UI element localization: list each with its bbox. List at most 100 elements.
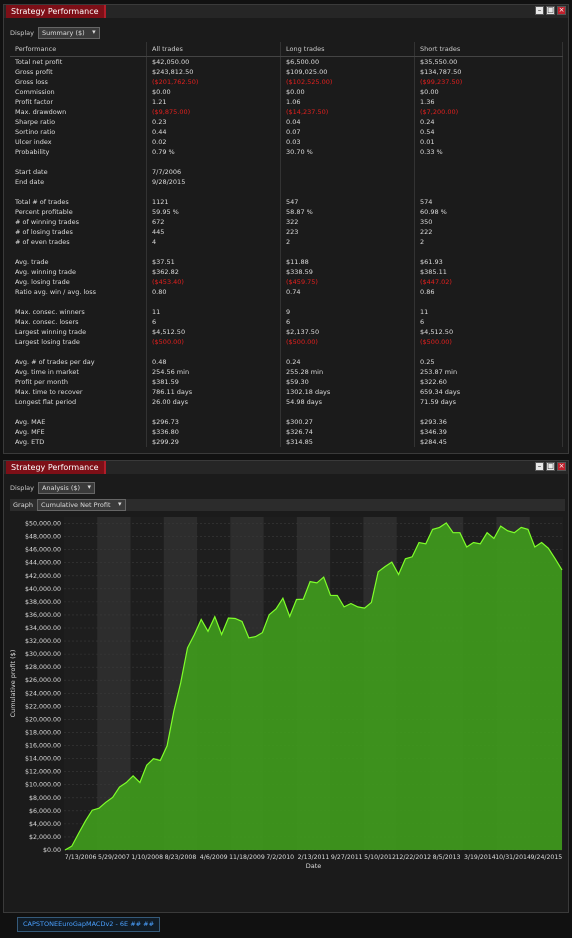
table-spacer-row — [10, 297, 563, 307]
all-trades-value: 4 — [146, 237, 281, 247]
long-trades-value: 54.98 days — [280, 397, 415, 407]
y-tick-label: $24,000.00 — [25, 690, 61, 697]
panel-title[interactable]: Strategy Performance — [6, 461, 106, 474]
table-spacer-cell — [146, 407, 281, 417]
x-tick-label: 12/22/2012 — [395, 854, 431, 861]
long-trades-value: 30.70 % — [280, 147, 415, 157]
table-spacer-row — [10, 187, 563, 197]
short-trades-value: 71.59 days — [414, 397, 563, 407]
y-tick-label: $40,000.00 — [25, 586, 61, 593]
metric-label: Ulcer index — [10, 137, 147, 147]
short-trades-value: $0.00 — [414, 87, 563, 97]
metric-label: Avg. losing trade — [10, 277, 147, 287]
metric-label: Sortino ratio — [10, 127, 147, 137]
short-trades-value: 0.01 — [414, 137, 563, 147]
table-row: End date 9/28/2015 — [10, 177, 563, 187]
table-row: Total # of trades 1121 547 574 — [10, 197, 563, 207]
table-row: Ulcer index 0.02 0.03 0.01 — [10, 137, 563, 147]
table-spacer-cell — [10, 347, 147, 357]
short-trades-value — [414, 167, 563, 177]
metric-label: Avg. time in market — [10, 367, 147, 377]
graph-select[interactable]: Cumulative Net Profit — [36, 499, 126, 511]
metric-label: # of losing trades — [10, 227, 147, 237]
long-trades-value: ($500.00) — [280, 337, 415, 347]
maximize-icon[interactable]: □ — [546, 462, 555, 471]
x-tick-label: 7/13/2006 — [65, 854, 97, 861]
all-trades-value: 254.56 min — [146, 367, 281, 377]
long-trades-value: $314.85 — [280, 437, 415, 447]
panel-title[interactable]: Strategy Performance — [6, 5, 106, 18]
all-trades-value: 0.48 — [146, 357, 281, 367]
all-trades-value: 672 — [146, 217, 281, 227]
display-select[interactable]: Analysis ($) — [37, 482, 96, 494]
metric-label: Avg. winning trade — [10, 267, 147, 277]
metric-label: Probability — [10, 147, 147, 157]
y-tick-label: $10,000.00 — [25, 782, 61, 789]
long-trades-value: 0.07 — [280, 127, 415, 137]
long-trades-value: 0.24 — [280, 357, 415, 367]
long-trades-value: 255.28 min — [280, 367, 415, 377]
long-trades-value: 223 — [280, 227, 415, 237]
x-tick-label: 4/6/2009 — [200, 854, 228, 861]
short-trades-value: 0.86 — [414, 287, 563, 297]
short-trades-value: ($447.02) — [414, 277, 563, 287]
y-tick-label: $18,000.00 — [25, 729, 61, 736]
table-row: Profit factor 1.21 1.06 1.36 — [10, 97, 563, 107]
metric-label: Start date — [10, 167, 147, 177]
close-icon[interactable]: × — [557, 462, 566, 471]
short-trades-value: $35,550.00 — [414, 56, 563, 67]
close-icon[interactable]: × — [557, 6, 566, 15]
all-trades-value: ($9,875.00) — [146, 107, 281, 117]
display-row: Display Analysis ($) — [10, 482, 96, 494]
metric-label: # of even trades — [10, 237, 147, 247]
table-spacer-cell — [414, 247, 563, 257]
header-short-trades: Short trades — [414, 42, 563, 57]
display-select[interactable]: Summary ($) — [37, 27, 100, 39]
metric-label: Gross loss — [10, 77, 147, 87]
short-trades-value: 253.87 min — [414, 367, 563, 377]
short-trades-value: $61.93 — [414, 257, 563, 267]
table-row: Avg. # of trades per day 0.48 0.24 0.25 — [10, 357, 563, 367]
y-tick-label: $36,000.00 — [25, 612, 61, 619]
table-spacer-cell — [146, 297, 281, 307]
all-trades-value: $336.80 — [146, 427, 281, 437]
long-trades-value: $300.27 — [280, 417, 415, 427]
x-tick-label: 5/29/2007 — [98, 854, 130, 861]
y-tick-label: $42,000.00 — [25, 573, 61, 580]
table-row: Avg. trade $37.51 $11.88 $61.93 — [10, 257, 563, 267]
metric-label: Sharpe ratio — [10, 117, 147, 127]
all-trades-value: 1.21 — [146, 97, 281, 107]
table-spacer-cell — [280, 347, 415, 357]
y-tick-label: $8,000.00 — [29, 795, 61, 802]
table-spacer-cell — [146, 157, 281, 167]
all-trades-value: 26.00 days — [146, 397, 281, 407]
table-spacer-cell — [146, 347, 281, 357]
table-row: Avg. losing trade ($453.40) ($459.75) ($447… — [10, 277, 563, 287]
minimize-icon[interactable]: – — [535, 6, 544, 15]
table-spacer-row — [10, 247, 563, 257]
short-trades-value: 6 — [414, 317, 563, 327]
minimize-icon[interactable]: – — [535, 462, 544, 471]
table-row: Gross loss ($201,762.50) ($102,525.00) ($99… — [10, 77, 563, 87]
y-tick-label: $48,000.00 — [25, 534, 61, 541]
strategy-tab[interactable]: CAPSTONEEuroGapMACDv2 - 6E ## ## — [17, 917, 161, 932]
long-trades-value: 9 — [280, 307, 415, 317]
table-spacer-cell — [414, 347, 563, 357]
y-tick-label: $44,000.00 — [25, 560, 61, 567]
x-axis-label: Date — [306, 862, 322, 870]
long-trades-value: 1.06 — [280, 97, 415, 107]
long-trades-value: 322 — [280, 217, 415, 227]
all-trades-value: $0.00 — [146, 87, 281, 97]
short-trades-value: $346.39 — [414, 427, 563, 437]
table-row: Profit per month $381.59 $59.30 $322.60 — [10, 377, 563, 387]
metric-label: Profit factor — [10, 97, 147, 107]
maximize-icon[interactable]: □ — [546, 6, 555, 15]
table-row: Largest losing trade ($500.00) ($500.00) ($… — [10, 337, 563, 347]
short-trades-value: 350 — [414, 217, 563, 227]
y-tick-label: $38,000.00 — [25, 599, 61, 606]
table-row: Percent profitable 59.95 % 58.87 % 60.98 % — [10, 207, 563, 217]
table-spacer-cell — [10, 297, 147, 307]
long-trades-value: 0.74 — [280, 287, 415, 297]
table-row: Longest flat period 26.00 days 54.98 days 7… — [10, 397, 563, 407]
short-trades-value: $385.11 — [414, 267, 563, 277]
